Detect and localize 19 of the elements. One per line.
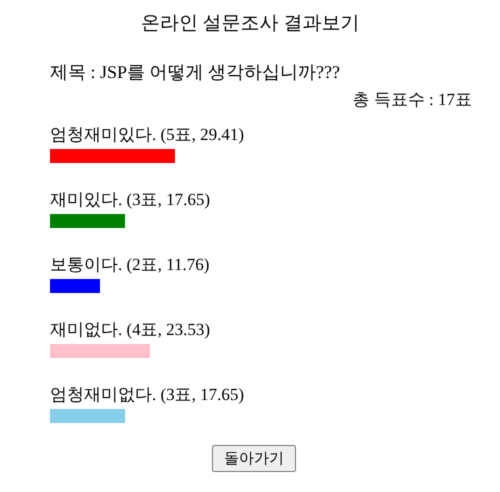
- y-tick-label: 엄청재미없다.: [50, 385, 156, 404]
- y-tick-label: 재미있다.: [50, 190, 122, 209]
- y-tick-label: 보통이다.: [50, 255, 122, 274]
- data-label: (3표, 17.65): [160, 385, 244, 404]
- bar: [50, 214, 126, 228]
- text: 총 득표수 : 17표: [352, 89, 472, 111]
- chart-subtitle: 제목 : JSP를 어떻게 생각하십니까???: [50, 61, 340, 84]
- bar: [50, 149, 175, 163]
- text: 온라인 설문조사 결과보기: [140, 12, 360, 36]
- bar: [50, 409, 126, 423]
- back-button[interactable]: 돌아가기: [212, 445, 296, 472]
- y-tick-label: 재미없다.: [50, 320, 122, 339]
- bar: [50, 344, 150, 358]
- bar: [50, 279, 100, 293]
- data-label: (4표, 23.53): [126, 320, 210, 339]
- data-label: (5표, 29.41): [160, 125, 244, 144]
- y-tick-label: 엄청재미있다.: [50, 125, 156, 144]
- data-label: (3표, 17.65): [126, 190, 210, 209]
- data-label: (2표, 11.76): [126, 255, 210, 274]
